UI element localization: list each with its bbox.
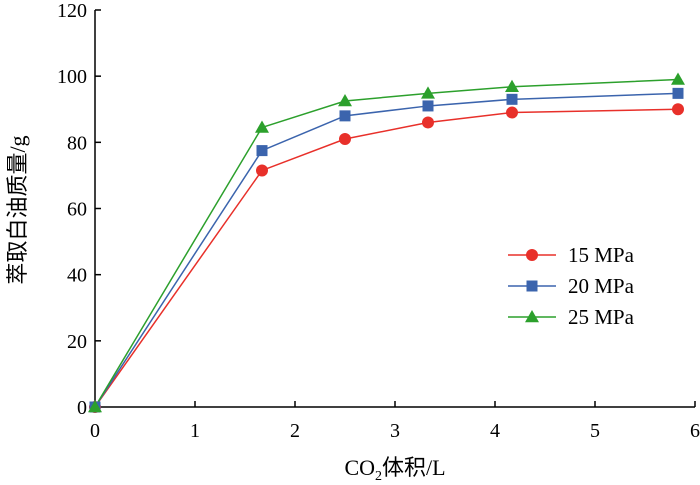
y-tick-label: 40 <box>67 265 87 287</box>
x-tick-label: 3 <box>390 420 400 442</box>
data-point-0-4 <box>506 106 518 119</box>
data-point-1-3 <box>422 100 434 112</box>
legend-label-2: 25 MPa <box>568 305 635 329</box>
data-point-0-5 <box>672 103 684 116</box>
data-point-2-1 <box>255 120 269 133</box>
axes <box>94 10 695 408</box>
data-point-0-3 <box>422 116 434 129</box>
data-point-1-4 <box>506 93 518 105</box>
y-axis-title: 萃取白油质量/g <box>5 135 30 284</box>
series-line-1 <box>94 92 679 408</box>
x-tick-label: 4 <box>490 420 500 442</box>
y-tick-label: 80 <box>67 132 87 154</box>
x-tick-label: 6 <box>690 420 700 442</box>
y-tick-label: 20 <box>67 331 87 353</box>
y-tick-label: 120 <box>57 0 87 22</box>
x-tick-label: 1 <box>190 420 200 442</box>
y-tick-label: 0 <box>77 397 87 419</box>
legend-marker-1 <box>526 280 538 292</box>
legend-label-1: 20 MPa <box>568 274 635 298</box>
x-tick-label: 0 <box>90 420 100 442</box>
data-point-0-1 <box>256 164 268 177</box>
legend-label-0: 15 MPa <box>568 243 635 267</box>
data-point-1-1 <box>256 145 268 157</box>
data-point-2-5 <box>671 72 685 85</box>
data-point-2-4 <box>505 79 519 93</box>
y-tick-label: 60 <box>67 199 87 221</box>
x-axis-title: CO2体积/L <box>344 455 445 484</box>
legend: 15 MPa 20 MPa 25 MPa <box>508 243 635 329</box>
series-line-2 <box>94 78 679 408</box>
series-lines <box>94 78 679 408</box>
series-line-0 <box>94 108 679 408</box>
series-markers <box>88 72 685 413</box>
data-point-1-5 <box>672 87 684 99</box>
x-tick-label: 5 <box>590 420 600 442</box>
legend-marker-2 <box>525 310 539 323</box>
data-point-2-2 <box>338 93 352 107</box>
x-tick-label: 2 <box>290 420 300 442</box>
data-point-1-2 <box>339 110 351 122</box>
ticks: 0 20 40 60 80 100 120 0 1 2 3 4 5 6 <box>57 0 700 442</box>
y-tick-label: 100 <box>57 66 87 88</box>
legend-marker-0 <box>526 249 538 261</box>
data-point-2-3 <box>421 86 435 99</box>
data-point-0-2 <box>339 133 351 146</box>
data-point-2-0 <box>88 400 102 413</box>
